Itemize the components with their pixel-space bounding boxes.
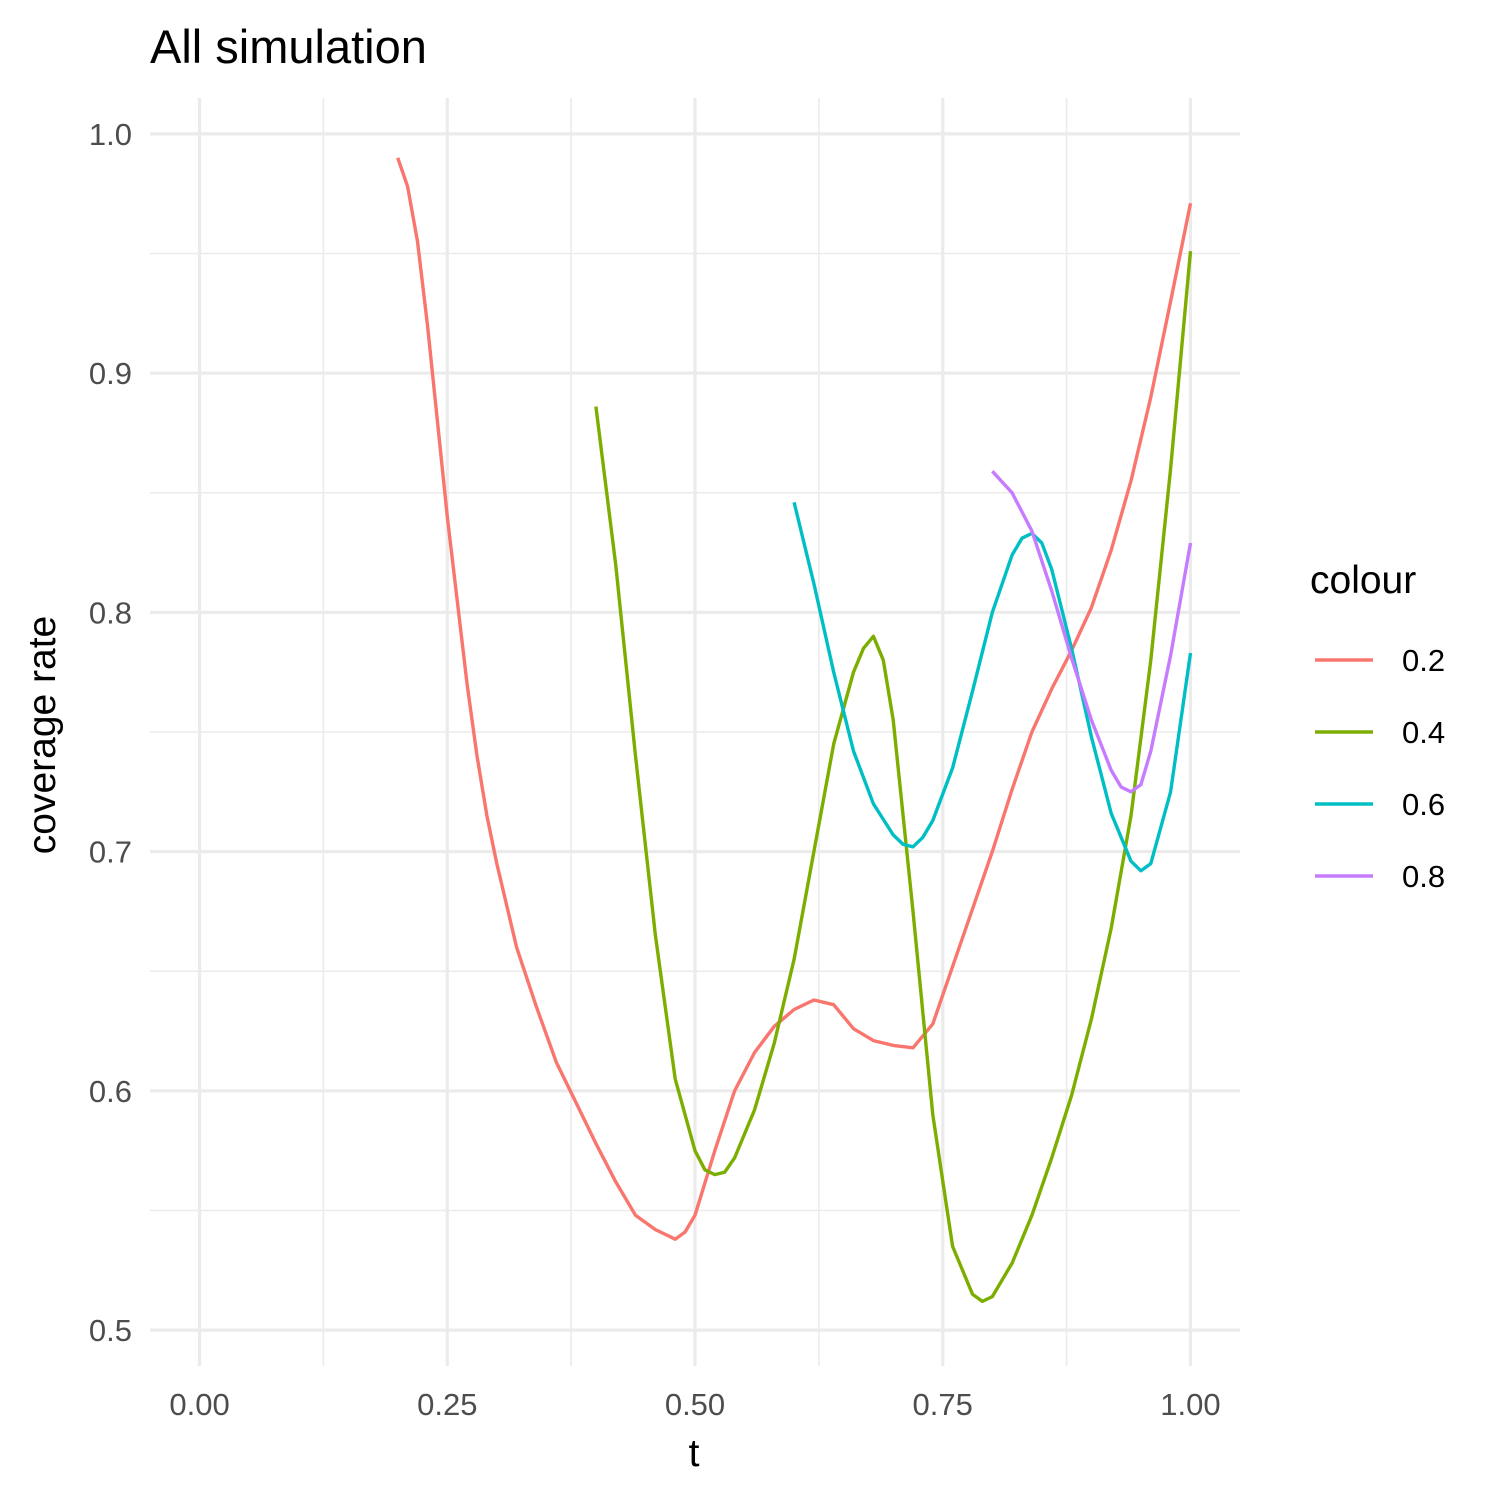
legend-title: colour (1310, 559, 1416, 602)
legend-label-0.4: 0.4 (1402, 715, 1445, 750)
grid-layer (150, 98, 1240, 1366)
x-tick-label: 0.75 (913, 1387, 973, 1422)
y-axis-label: coverage rate (21, 616, 64, 854)
y-tick-labels: 0.5 0.6 0.7 0.8 0.9 1.0 (89, 117, 132, 1348)
series-line-0.4 (594, 250, 1193, 1304)
legend-label-0.8: 0.8 (1402, 859, 1445, 894)
y-tick-label: 0.7 (89, 835, 132, 870)
x-axis-label: t (689, 1432, 700, 1475)
y-tick-label: 0.6 (89, 1074, 132, 1109)
legend-label-0.6: 0.6 (1402, 787, 1445, 822)
x-tick-label: 1.00 (1160, 1387, 1220, 1422)
x-tick-label: 0.25 (417, 1387, 477, 1422)
series-line-0.2 (396, 157, 1193, 1241)
y-tick-label: 0.5 (89, 1313, 132, 1348)
series-line-0.8 (991, 470, 1193, 794)
x-tick-labels: 0.00 0.25 0.50 0.75 1.00 (169, 1387, 1220, 1422)
y-tick-label: 1.0 (89, 117, 132, 152)
legend: colour 0.2 0.4 0.6 0.8 (1310, 559, 1445, 894)
legend-label-0.2: 0.2 (1402, 643, 1445, 678)
chart-title: All simulation (150, 20, 427, 73)
x-tick-label: 0.00 (169, 1387, 229, 1422)
series-layer (396, 157, 1193, 1304)
series-line-0.6 (792, 501, 1193, 873)
x-tick-label: 0.50 (665, 1387, 725, 1422)
y-tick-label: 0.9 (89, 356, 132, 391)
y-tick-label: 0.8 (89, 595, 132, 630)
